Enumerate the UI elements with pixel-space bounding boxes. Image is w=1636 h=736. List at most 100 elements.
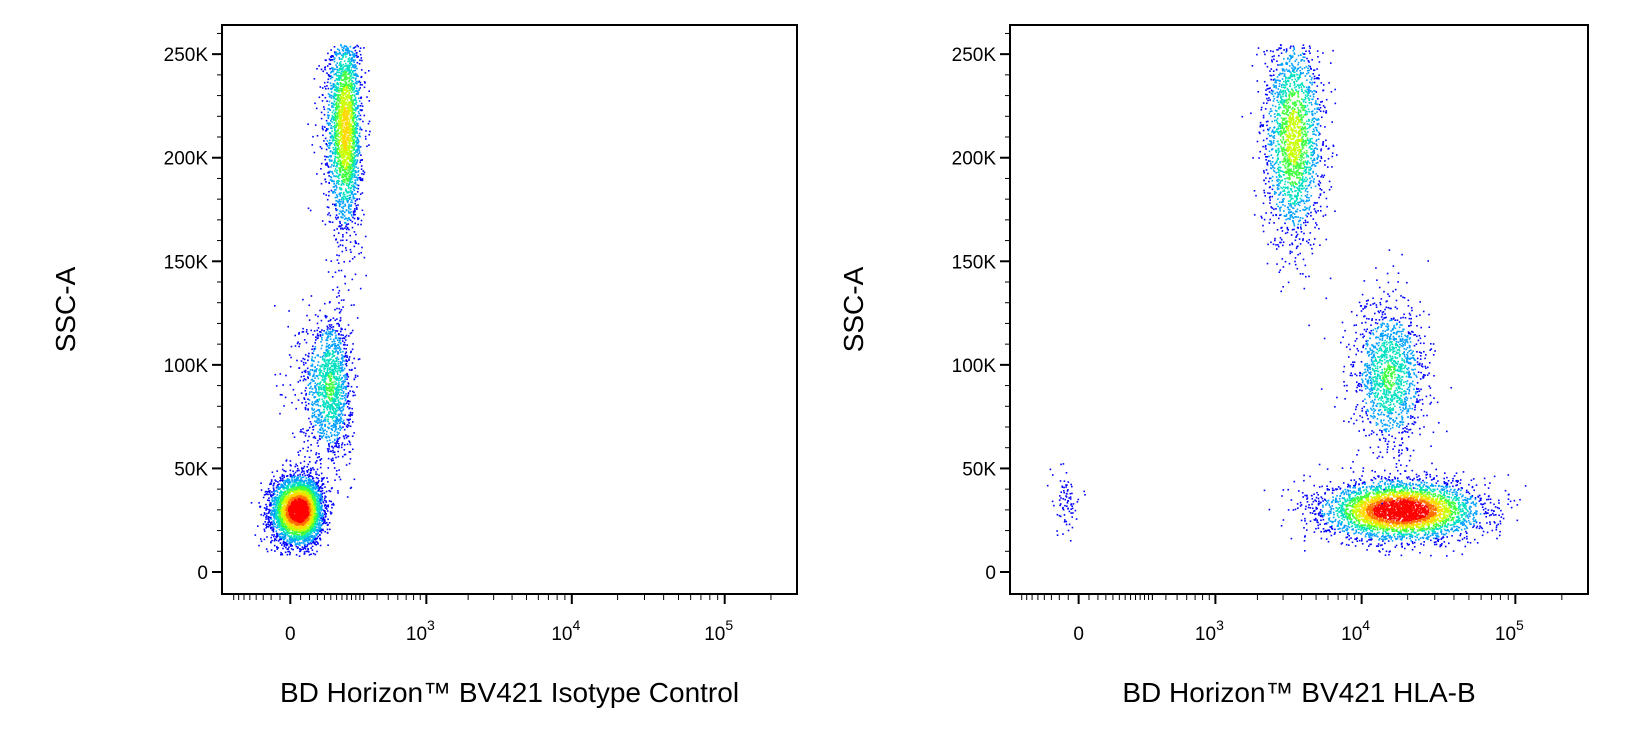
- data-point: [302, 491, 304, 493]
- data-point: [306, 329, 308, 331]
- data-point: [292, 432, 294, 435]
- data-point: [324, 503, 326, 506]
- data-point: [327, 523, 329, 526]
- data-point: [298, 541, 301, 544]
- data-point: [305, 512, 307, 514]
- data-point: [302, 357, 304, 360]
- data-point: [339, 421, 342, 424]
- data-point: [308, 533, 311, 535]
- data-point: [280, 529, 282, 531]
- data-point: [288, 530, 291, 532]
- data-point: [311, 412, 314, 414]
- data-point: [291, 505, 293, 507]
- data-point: [305, 537, 308, 540]
- data-point: [264, 513, 266, 515]
- data-point: [317, 543, 319, 545]
- data-point: [308, 500, 311, 502]
- data-point: [300, 530, 302, 532]
- data-point: [294, 345, 297, 347]
- data-point: [333, 462, 335, 464]
- data-point: [343, 387, 345, 390]
- data-point: [320, 508, 323, 511]
- data-point: [284, 536, 286, 538]
- data-point: [295, 554, 298, 556]
- data-point: [321, 338, 323, 341]
- data-point: [315, 513, 317, 515]
- data-point: [324, 522, 327, 525]
- data-point: [306, 516, 309, 519]
- data-point: [316, 460, 318, 462]
- data-point: [313, 371, 316, 373]
- data-point: [347, 435, 350, 438]
- data-point: [301, 512, 304, 515]
- data-point: [325, 490, 328, 493]
- data-point: [329, 528, 331, 531]
- data-point: [316, 384, 318, 386]
- data-point: [331, 345, 333, 347]
- data-point: [344, 373, 347, 376]
- data-point: [348, 335, 350, 337]
- data-point: [300, 471, 303, 474]
- data-point: [283, 543, 286, 546]
- data-point: [338, 446, 340, 449]
- data-point: [320, 494, 322, 497]
- data-point: [286, 530, 289, 533]
- data-point: [298, 484, 300, 486]
- data-point: [308, 543, 310, 545]
- data-point: [267, 516, 270, 518]
- data-point: [298, 536, 301, 539]
- data-point: [312, 499, 314, 501]
- data-point: [305, 489, 308, 492]
- data-point: [344, 352, 347, 355]
- data-point: [325, 506, 327, 509]
- data-point: [321, 487, 324, 490]
- data-point: [305, 526, 307, 529]
- data-point: [302, 379, 305, 382]
- data-point: [275, 516, 278, 519]
- data-point: [283, 470, 285, 472]
- data-point: [295, 545, 298, 548]
- data-point: [300, 542, 303, 544]
- data-point: [306, 471, 309, 473]
- data-point: [306, 533, 308, 535]
- data-point: [326, 383, 328, 386]
- data-point: [284, 534, 286, 536]
- data-point: [312, 501, 315, 504]
- data-point: [290, 512, 293, 514]
- data-point: [338, 432, 340, 434]
- data-point: [287, 485, 290, 487]
- data-point: [304, 371, 307, 374]
- data-point: [327, 457, 330, 460]
- data-point: [316, 516, 318, 519]
- data-point: [305, 477, 308, 479]
- data-point: [268, 497, 270, 499]
- data-point: [331, 428, 333, 430]
- data-point: [259, 505, 262, 508]
- data-point: [339, 478, 342, 481]
- data-point: [315, 506, 318, 509]
- data-point: [288, 524, 291, 526]
- data-point: [336, 371, 339, 374]
- data-point: [345, 348, 347, 350]
- data-point: [339, 330, 342, 333]
- data-point: [285, 506, 288, 509]
- data-point: [307, 439, 309, 442]
- data-point: [296, 498, 298, 500]
- data-point: [298, 469, 300, 472]
- data-point: [295, 486, 298, 488]
- data-point: [283, 541, 286, 544]
- data-point: [269, 504, 271, 506]
- data-point: [297, 518, 300, 521]
- data-point: [271, 491, 273, 493]
- data-point: [287, 486, 289, 488]
- data-point: [349, 390, 351, 392]
- data-point: [338, 382, 340, 384]
- data-point: [303, 533, 305, 536]
- data-point: [314, 377, 316, 379]
- data-point: [315, 498, 318, 500]
- data-point: [323, 505, 326, 507]
- data-point: [301, 526, 304, 528]
- data-point: [334, 343, 337, 345]
- data-point: [311, 401, 314, 403]
- data-point: [288, 537, 291, 539]
